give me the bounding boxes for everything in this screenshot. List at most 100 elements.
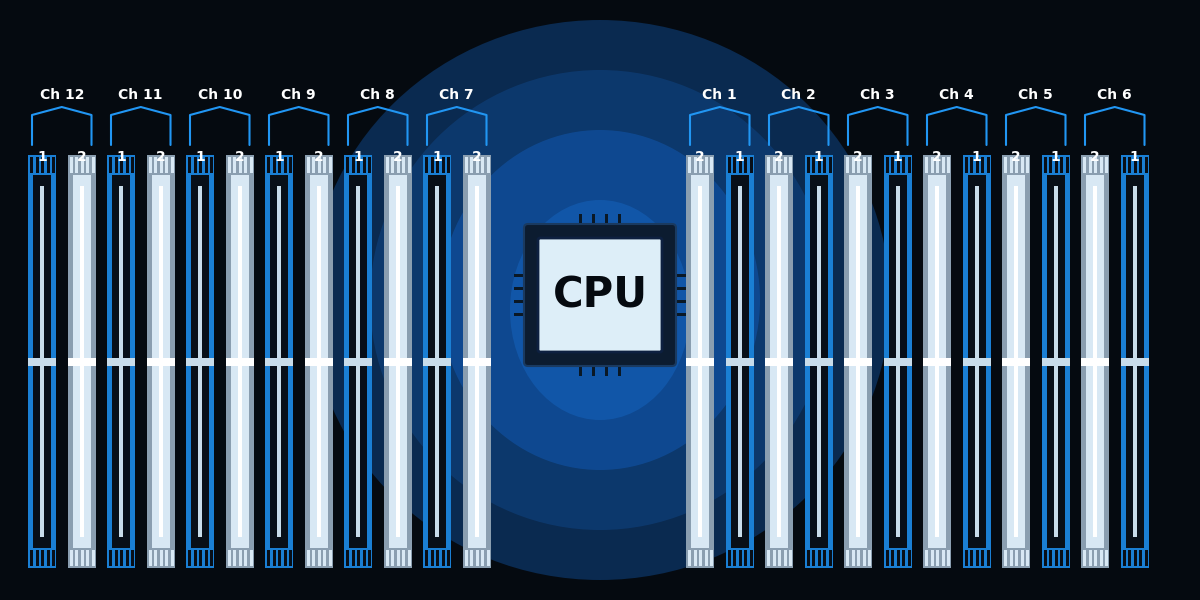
Bar: [186, 358, 214, 365]
Bar: [67, 548, 96, 568]
FancyBboxPatch shape: [524, 224, 676, 366]
Bar: [750, 550, 752, 566]
Bar: [289, 157, 292, 173]
Bar: [119, 186, 124, 537]
Bar: [151, 175, 169, 548]
Bar: [962, 155, 990, 175]
Bar: [883, 548, 912, 568]
Bar: [727, 550, 731, 566]
Bar: [305, 155, 332, 175]
Bar: [204, 550, 208, 566]
Bar: [947, 550, 950, 566]
Bar: [1025, 175, 1030, 548]
Bar: [1020, 550, 1024, 566]
Bar: [1126, 175, 1144, 548]
Bar: [408, 550, 410, 566]
Bar: [1049, 157, 1052, 173]
Bar: [28, 155, 56, 175]
Bar: [266, 550, 270, 566]
Bar: [1122, 550, 1126, 566]
Bar: [446, 157, 450, 173]
Bar: [923, 155, 952, 175]
Bar: [385, 550, 389, 566]
Bar: [1007, 175, 1025, 548]
Bar: [424, 358, 451, 365]
Bar: [481, 550, 484, 566]
Bar: [804, 358, 833, 365]
Bar: [863, 157, 865, 173]
FancyBboxPatch shape: [538, 238, 662, 352]
Bar: [1014, 186, 1018, 537]
Bar: [114, 550, 118, 566]
Bar: [1004, 550, 1007, 566]
Bar: [72, 175, 90, 548]
Bar: [688, 157, 691, 173]
Bar: [328, 175, 332, 548]
Bar: [947, 157, 950, 173]
Bar: [52, 550, 55, 566]
Bar: [154, 550, 157, 566]
Bar: [1046, 175, 1064, 548]
Bar: [283, 550, 287, 566]
Bar: [442, 157, 444, 173]
Bar: [344, 175, 349, 548]
Bar: [470, 550, 473, 566]
Bar: [744, 157, 746, 173]
Bar: [446, 550, 450, 566]
Bar: [272, 550, 276, 566]
Bar: [1121, 175, 1126, 548]
Bar: [902, 550, 905, 566]
Bar: [107, 358, 134, 365]
Text: Ch 1: Ch 1: [702, 88, 737, 102]
Bar: [1099, 157, 1103, 173]
Text: 2: 2: [774, 150, 784, 164]
Bar: [580, 214, 582, 228]
Bar: [50, 175, 56, 548]
Bar: [1094, 157, 1097, 173]
Bar: [856, 186, 860, 537]
Bar: [1042, 358, 1069, 365]
Bar: [226, 155, 253, 175]
Bar: [886, 550, 888, 566]
Bar: [112, 175, 130, 548]
Bar: [1133, 186, 1136, 537]
Text: 1: 1: [432, 150, 442, 164]
Bar: [962, 548, 990, 568]
Bar: [352, 550, 354, 566]
Ellipse shape: [510, 200, 690, 420]
Bar: [710, 157, 713, 173]
Bar: [1054, 186, 1057, 537]
Bar: [925, 550, 928, 566]
Bar: [817, 550, 821, 566]
Bar: [362, 550, 366, 566]
Bar: [890, 157, 894, 173]
Text: 2: 2: [853, 150, 863, 164]
Bar: [890, 550, 894, 566]
Bar: [982, 157, 984, 173]
Bar: [107, 548, 134, 568]
Bar: [672, 313, 686, 316]
Bar: [305, 175, 310, 548]
Text: 1: 1: [734, 150, 744, 164]
Bar: [233, 157, 236, 173]
Bar: [1088, 550, 1092, 566]
Bar: [844, 175, 850, 548]
Bar: [228, 550, 230, 566]
Bar: [857, 550, 860, 566]
Bar: [935, 186, 940, 537]
Text: 2: 2: [313, 150, 323, 164]
Bar: [146, 358, 174, 365]
Bar: [868, 157, 871, 173]
Text: Ch 9: Ch 9: [282, 88, 316, 102]
Bar: [344, 155, 372, 175]
Bar: [710, 550, 713, 566]
Bar: [727, 157, 731, 173]
Bar: [193, 157, 197, 173]
Bar: [857, 157, 860, 173]
Bar: [239, 550, 241, 566]
Bar: [744, 550, 746, 566]
Bar: [74, 157, 78, 173]
Bar: [408, 157, 410, 173]
Bar: [346, 550, 349, 566]
Bar: [52, 157, 55, 173]
